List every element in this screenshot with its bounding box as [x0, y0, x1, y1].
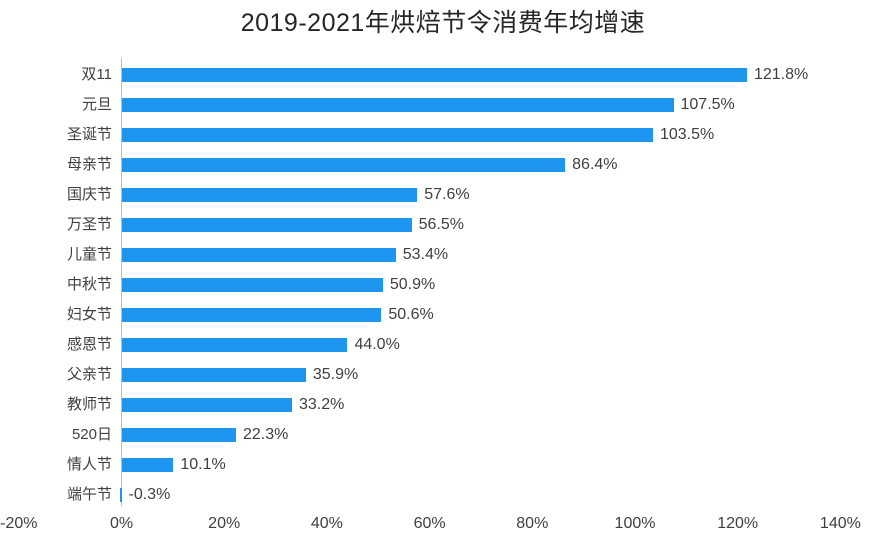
bar-row: 双11 121.8% [0, 60, 886, 90]
bar [119, 488, 122, 502]
category-label: 圣诞节 [66, 126, 112, 143]
category-label: 妇女节 [66, 306, 112, 323]
bar [121, 278, 383, 292]
bar-row: 中秋节 50.9% [0, 270, 886, 300]
value-label: 50.6% [388, 306, 434, 323]
bar [121, 428, 236, 442]
value-label: 50.9% [389, 276, 436, 293]
category-label: 父亲节 [66, 366, 112, 383]
value-label: 103.5% [659, 126, 715, 143]
value-label: 10.1% [180, 456, 226, 473]
bar-row: 父亲节 35.9% [0, 360, 886, 390]
bar-row: 教师节 33.2% [0, 390, 886, 420]
x-axis-tick-label: -20% [0, 515, 38, 532]
bar-row: 情人节 10.1% [0, 450, 886, 480]
value-label: 121.8% [753, 66, 809, 83]
bar [121, 308, 382, 322]
x-axis-tick-label: 80% [516, 515, 549, 532]
value-label: 57.6% [424, 186, 470, 203]
category-label: 元旦 [81, 96, 112, 113]
category-label: 教师节 [66, 396, 112, 413]
x-axis-tick-label: 140% [819, 515, 861, 532]
bar [121, 338, 348, 352]
category-label: 母亲节 [66, 156, 112, 173]
x-axis-tick-label: 40% [310, 515, 343, 532]
category-label: 中秋节 [66, 276, 112, 293]
category-label: 端午节 [66, 486, 112, 503]
value-label: 44.0% [354, 336, 400, 353]
x-axis-tick-label: 20% [208, 515, 241, 532]
x-axis-tick-label: 120% [717, 515, 759, 532]
plot-area: 双11 121.8% 元旦 107.5% 圣诞节 103.5% 母亲节 86.4% 国庆节 57.… [0, 58, 886, 532]
category-label: 双11 [81, 66, 112, 83]
bar-row: 妇女节 50.6% [0, 300, 886, 330]
bar-row: 母亲节 86.4% [0, 150, 886, 180]
bar [121, 98, 674, 112]
chart-title: 2019-2021年烘焙节令消费年均增速 [240, 9, 646, 37]
category-label: 儿童节 [66, 246, 112, 263]
bar-row: 圣诞节 103.5% [0, 120, 886, 150]
bar [121, 398, 292, 412]
bar [121, 248, 396, 262]
value-label: 53.4% [402, 246, 449, 263]
value-label: 107.5% [680, 96, 735, 113]
bar [121, 368, 306, 382]
bar [121, 218, 412, 232]
bar [121, 188, 418, 202]
x-axis-tick-labels: -20% 0% 20% 40% 60% 80% 100% 120% 140% [0, 515, 886, 545]
value-label: -0.3% [128, 486, 171, 503]
category-label: 国庆节 [66, 186, 112, 203]
value-label: 33.2% [298, 396, 345, 413]
bar-row: 儿童节 53.4% [0, 240, 886, 270]
bar-row: 感恩节 44.0% [0, 330, 886, 360]
bar-row: 端午节 -0.3% [0, 480, 886, 510]
value-label: 35.9% [312, 366, 359, 383]
bar [121, 68, 747, 82]
bar-row: 万圣节 56.5% [0, 210, 886, 240]
category-label: 情人节 [66, 456, 112, 473]
bar-row: 520日 22.3% [0, 420, 886, 450]
bar [121, 458, 174, 472]
x-axis-tick-label: 0% [109, 515, 134, 532]
value-label: 86.4% [572, 156, 618, 173]
category-label: 520日 [71, 426, 112, 443]
x-axis-tick-label: 60% [413, 515, 446, 532]
category-label: 万圣节 [66, 216, 112, 233]
bar [121, 158, 566, 172]
bar-row: 元旦 107.5% [0, 90, 886, 120]
bar [121, 128, 653, 142]
value-label: 56.5% [418, 216, 464, 233]
value-label: 22.3% [243, 426, 289, 443]
bar-row: 国庆节 57.6% [0, 180, 886, 210]
category-label: 感恩节 [66, 336, 112, 353]
x-axis-tick-label: 100% [614, 515, 656, 532]
